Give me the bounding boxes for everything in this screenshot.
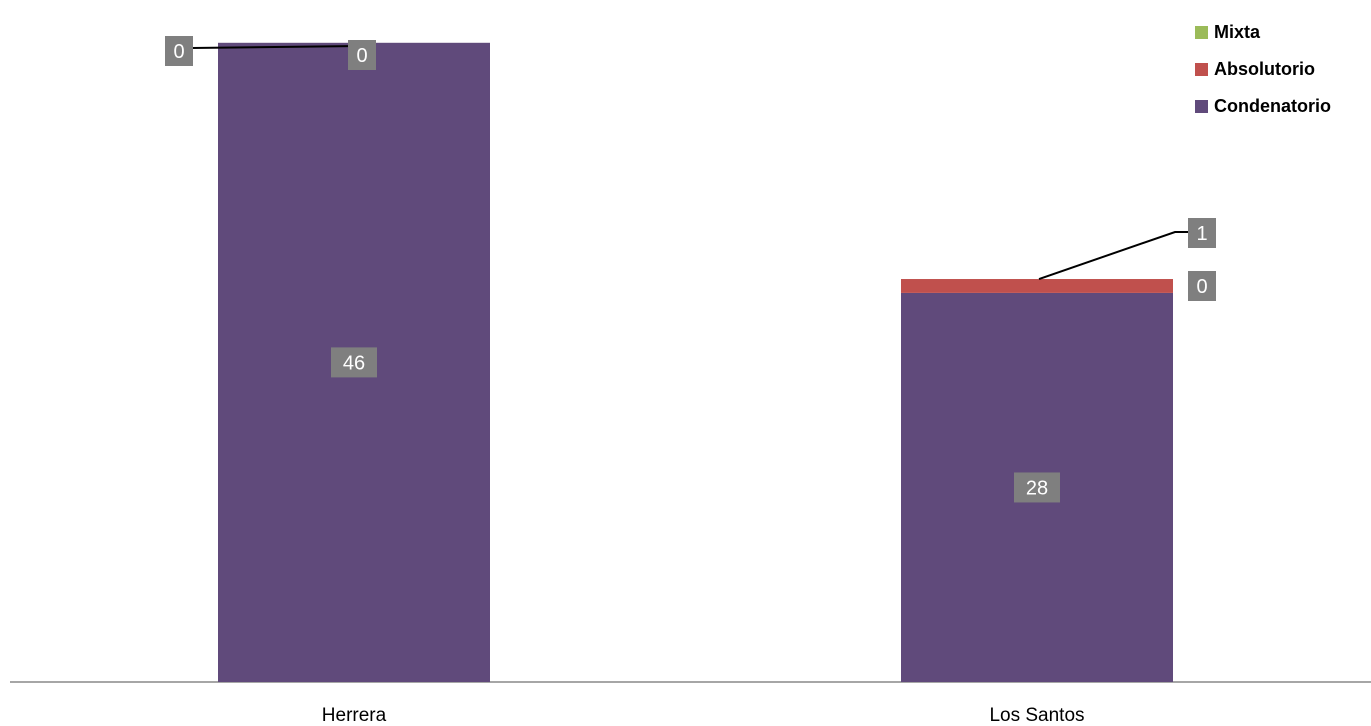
data-label-absolutorio-herrera: 0 bbox=[348, 40, 376, 70]
svg-text:0: 0 bbox=[356, 45, 367, 67]
svg-text:46: 46 bbox=[343, 352, 365, 374]
legend-label-mixta: Mixta bbox=[1214, 22, 1261, 42]
legend-label-condenatorio: Condenatorio bbox=[1214, 96, 1331, 116]
legend-item-condenatorio: Condenatorio bbox=[1195, 88, 1331, 125]
data-label-mixta-los-santos: 0 bbox=[1188, 271, 1216, 301]
legend-label-absolutorio: Absolutorio bbox=[1214, 59, 1315, 79]
data-label-condenatorio-los-santos: 28 bbox=[1014, 472, 1060, 503]
legend-swatch-absolutorio bbox=[1195, 63, 1208, 76]
legend-swatch-condenatorio bbox=[1195, 100, 1208, 113]
svg-text:0: 0 bbox=[1196, 276, 1207, 298]
svg-text:28: 28 bbox=[1026, 477, 1048, 499]
data-label-mixta-herrera: 0 bbox=[165, 36, 193, 66]
legend: Mixta Absolutorio Condenatorio bbox=[1195, 14, 1331, 125]
legend-item-absolutorio: Absolutorio bbox=[1195, 51, 1331, 88]
x-tick-label-herrera: Herrera bbox=[322, 705, 387, 726]
bar-absolutorio-los-santos bbox=[901, 279, 1173, 293]
x-tick-label-los-santos: Los Santos bbox=[989, 705, 1084, 726]
svg-text:0: 0 bbox=[173, 41, 184, 63]
legend-swatch-mixta bbox=[1195, 26, 1208, 39]
legend-item-mixta: Mixta bbox=[1195, 14, 1331, 51]
leader-line-herrera bbox=[191, 45, 361, 49]
data-label-condenatorio-herrera: 46 bbox=[331, 347, 377, 378]
svg-text:1: 1 bbox=[1196, 223, 1207, 245]
data-label-absolutorio-los-santos: 1 bbox=[1188, 218, 1216, 248]
leader-line-los-santos bbox=[1038, 231, 1188, 280]
